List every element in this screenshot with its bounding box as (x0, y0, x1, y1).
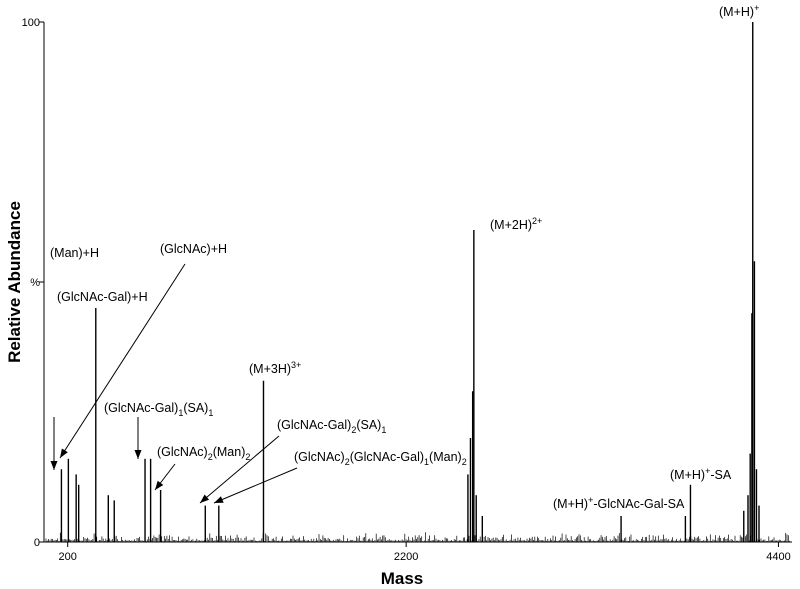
peak-annotation: (Man)+H (50, 246, 99, 260)
peak-annotation: (GlcNAc)2​(Man)2​ (157, 445, 250, 462)
arrow-head (214, 496, 224, 503)
x-tick-label: 2200 (394, 551, 418, 563)
y-axis-label: Relative Abundance (5, 201, 24, 363)
peak-annotation: (GlcNAc-Gal)2​(SA)1​ (277, 418, 386, 435)
spectrum-peaks (60, 22, 760, 542)
arrow-head (155, 480, 164, 490)
y-tick-label: % (30, 277, 40, 289)
annotation-arrow (199, 435, 280, 504)
arrow-head (134, 450, 142, 459)
arrow-head (60, 448, 68, 458)
arrow-head (200, 494, 210, 503)
peak-annotation: (M+H)+​-SA (670, 466, 732, 482)
peak-annotation: (M+3H)3+​ (249, 360, 301, 376)
peak-annotation: (M+H)+​-GlcNAc-Gal-SA (553, 495, 685, 511)
axis-ticks: 200 2200 4400 0% 100 (22, 17, 791, 563)
annotation-arrow (59, 263, 186, 459)
peak-annotations: (Man)+H (GlcNAc)+H (GlcNAc-Gal)+H (GlcNAc-G… (50, 3, 759, 511)
peak-annotation: (GlcNAc-Gal)+H (57, 290, 148, 304)
y-tick-label: 0 (34, 537, 40, 549)
peak-annotation: (GlcNAc-Gal)1​(SA)1​ (104, 401, 213, 418)
peak-annotation: (GlcNAc)+H (160, 242, 227, 256)
x-axis-label: Mass (381, 569, 424, 588)
x-tick-label: 4400 (766, 551, 790, 563)
peak-annotation: (M+2H)2+​ (490, 216, 542, 232)
y-tick-label: 100 (22, 17, 40, 29)
x-tick-label: 200 (59, 551, 77, 563)
peak-annotation: (M+H)+​ (719, 3, 759, 19)
annotation-arrow (213, 467, 298, 504)
peak-annotation: (GlcNAc)2​(GlcNAc-Gal)1​(Man)2​ (294, 450, 467, 467)
arrow-head (50, 461, 58, 470)
annotation-arrows (50, 263, 298, 504)
